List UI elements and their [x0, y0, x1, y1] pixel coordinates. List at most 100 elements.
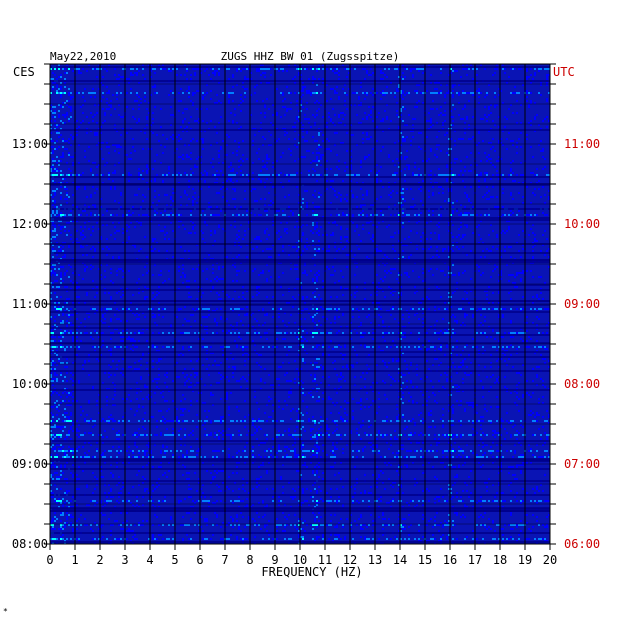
spectrogram-cell [192, 226, 194, 228]
spectrogram-cell [330, 88, 332, 90]
spectrogram-cell [336, 86, 338, 88]
spectrogram-cell [360, 332, 362, 334]
spectrogram-cell [464, 166, 466, 168]
spectrogram-cell [296, 100, 298, 102]
spectrogram-cell [98, 164, 100, 166]
spectrogram-cell [190, 158, 192, 160]
spectrogram-cell [182, 272, 184, 274]
spectrogram-cell [246, 174, 248, 176]
spectrogram-cell [98, 360, 100, 362]
spectrogram-cell [302, 298, 304, 300]
spectrogram-cell [356, 206, 358, 208]
spectrogram-cell [540, 140, 542, 142]
spectrogram-cell [150, 180, 152, 182]
spectrogram-cell [272, 316, 274, 318]
spectrogram-cell [200, 138, 202, 140]
spectrogram-cell [354, 230, 356, 232]
spectrogram-cell [490, 104, 492, 106]
spectrogram-cell [380, 316, 382, 318]
spectrogram-cell [148, 188, 150, 190]
spectrogram-cell [320, 158, 322, 160]
spectrogram-cell [304, 272, 306, 274]
spectrogram-cell [516, 214, 518, 216]
spectrogram-cell [256, 320, 258, 322]
spectrogram-cell [298, 116, 300, 118]
spectrogram-cell [52, 158, 54, 160]
spectrogram-cell [406, 124, 408, 126]
spectrogram-cell [314, 140, 316, 142]
spectrogram-cell [430, 268, 432, 270]
spectrogram-cell [472, 94, 474, 96]
spectrogram-cell [492, 120, 494, 122]
spectrogram-cell [302, 232, 304, 234]
spectrogram-cell [94, 308, 96, 310]
spectrogram-cell [488, 308, 490, 310]
spectrogram-cell [54, 120, 56, 122]
spectrogram-cell [142, 274, 144, 276]
spectrogram-cell [266, 154, 268, 156]
spectrogram-cell [226, 256, 228, 258]
spectrogram-cell [200, 214, 202, 216]
spectrogram-cell [316, 84, 318, 86]
spectrogram-cell [72, 324, 74, 326]
spectrogram-cell [138, 222, 140, 224]
spectrogram-cell [450, 178, 452, 180]
spectrogram-cell [378, 250, 380, 252]
spectrogram-cell [210, 346, 212, 348]
spectrogram-cell [328, 308, 330, 310]
spectrogram-cell [120, 332, 122, 334]
spectrogram-cell [418, 146, 420, 148]
spectrogram-cell [346, 194, 348, 196]
spectrogram-cell [66, 104, 68, 106]
spectrogram-cell [214, 214, 216, 216]
spectrogram-cell [194, 192, 196, 194]
spectrogram-cell [158, 250, 160, 252]
spectrogram-cell [242, 68, 244, 70]
spectrogram-cell [72, 336, 74, 338]
spectrogram-cell [118, 84, 120, 86]
spectrogram-cell [100, 174, 102, 176]
spectrogram-cell [242, 286, 244, 288]
spectrogram-cell [172, 114, 174, 116]
spectrogram-cell [252, 340, 254, 342]
spectrogram-cell [112, 222, 114, 224]
spectrogram-cell [122, 174, 124, 176]
spectrogram-cell [234, 174, 236, 176]
spectrogram-cell [318, 152, 320, 154]
spectrogram-cell [236, 180, 238, 182]
spectrogram-cell [496, 104, 498, 106]
spectrogram-cell [472, 68, 474, 70]
spectrogram-cell [90, 248, 92, 250]
spectrogram-cell [70, 110, 72, 112]
spectrogram-cell [216, 170, 218, 172]
spectrogram-cell [448, 276, 450, 278]
spectrogram-cell [410, 206, 412, 208]
spectrogram-cell [106, 224, 108, 226]
spectrogram-cell [242, 214, 244, 216]
spectrogram-cell [278, 230, 280, 232]
spectrogram-cell [154, 314, 156, 316]
spectrogram-cell [114, 172, 116, 174]
spectrogram-cell [464, 314, 466, 316]
spectrogram-cell [480, 214, 482, 216]
spectrogram-cell [506, 230, 508, 232]
spectrogram-cell [92, 226, 94, 228]
spectrogram-cell [538, 68, 540, 70]
spectrogram-cell [52, 256, 54, 258]
spectrogram-cell [170, 324, 172, 326]
spectrogram-cell [398, 126, 400, 128]
spectrogram-cell [526, 78, 528, 80]
spectrogram-cell [128, 338, 130, 340]
spectrogram-cell [316, 344, 318, 346]
spectrogram-cell [316, 114, 318, 116]
spectrogram-cell [230, 224, 232, 226]
spectrogram-cell [206, 174, 208, 176]
spectrogram-cell [408, 276, 410, 278]
spectrogram-cell [86, 214, 88, 216]
spectrogram-cell [500, 174, 502, 176]
spectrogram-cell [448, 174, 450, 176]
spectrogram-cell [316, 276, 318, 278]
spectrogram-cell [306, 102, 308, 104]
spectrogram-cell [156, 212, 158, 214]
spectrogram-cell [326, 122, 328, 124]
